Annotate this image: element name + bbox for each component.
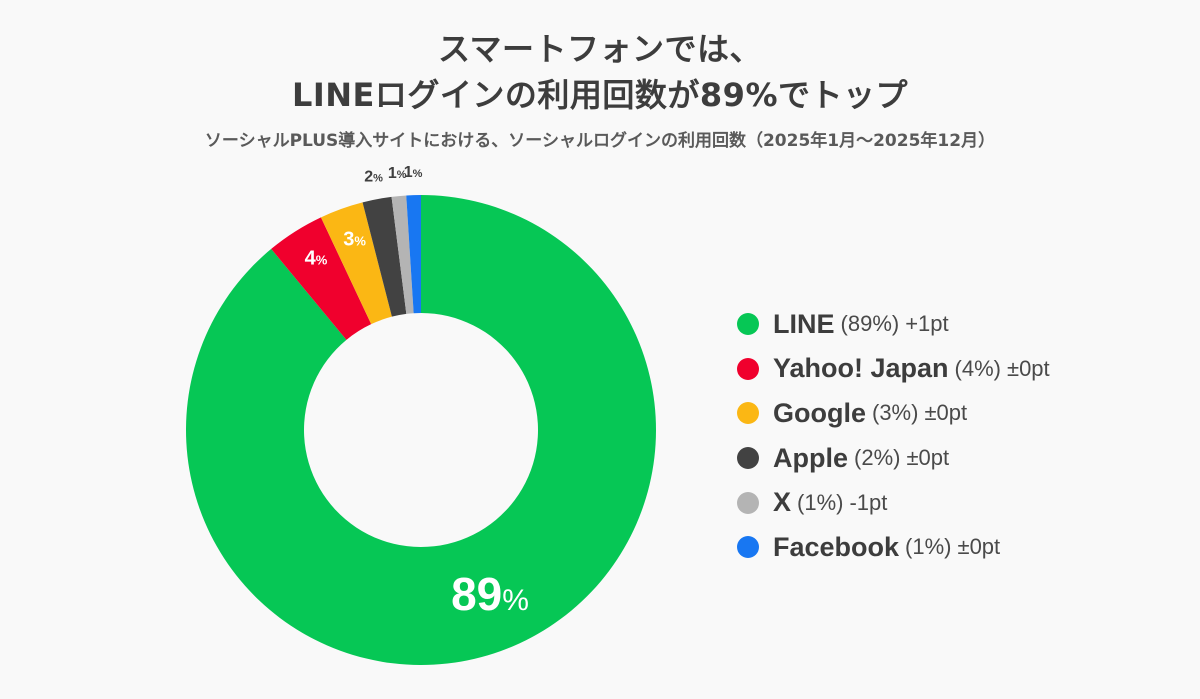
slice-label: 1% [404,164,423,181]
slice-label: 1% [388,165,407,182]
legend-name: Google [773,397,866,428]
donut-slice-google [320,202,392,325]
legend-delta: -1pt [849,489,888,515]
legend-delta: ±0pt [906,445,950,471]
donut-slice-yahoo-japan [271,217,372,340]
chart-legend: LINE (89%) +1pt Yahoo! Japan (4%) ±0pt G… [737,302,1050,570]
legend-item-yahoo-japan: Yahoo! Japan (4%) ±0pt [737,347,1050,392]
donut-slice-x [391,195,414,314]
legend-delta: ±0pt [957,534,1001,560]
legend-dot-icon [737,536,759,559]
legend-dot-icon [737,491,759,514]
slice-label: 89% [451,568,529,620]
legend-percent: (3%) [872,400,919,426]
chart-subtitle: ソーシャルPLUS導入サイトにおける、ソーシャルログインの利用回数（2025年1… [204,131,996,151]
legend-item-apple: Apple (2%) ±0pt [737,436,1050,481]
legend-name: Facebook [773,531,900,562]
chart-title: スマートフォンでは、 LINEログインの利用回数が89%でトップ [0,26,1200,118]
legend-dot-icon [737,357,759,380]
legend-delta: ±0pt [1007,355,1050,381]
legend-dot-icon [737,402,759,425]
legend-item-google: Google (3%) ±0pt [737,391,1050,436]
legend-dot-icon [737,313,759,336]
legend-delta: +1pt [905,311,949,337]
legend-name: Apple [773,442,849,473]
legend-delta: ±0pt [924,400,968,426]
legend-percent: (4%) [954,355,1001,381]
legend-name: LINE [773,308,835,339]
donut-slice-line [186,195,657,666]
legend-percent: (1%) [797,489,844,515]
legend-percent: (1%) [905,534,952,560]
legend-name: X [773,487,792,518]
slice-label: 4% [305,248,328,270]
chart-title-line2: LINEログインの利用回数が89%でトップ [291,76,909,114]
legend-item-x: X (1%) -1pt [737,480,1050,525]
slice-label: 2% [364,168,383,185]
legend-percent: (2%) [854,445,901,471]
chart-title-line1: スマートフォンでは、 [437,30,763,68]
slice-label: 3% [343,229,366,251]
donut-slice-apple [362,196,407,317]
legend-name: Yahoo! Japan [773,353,949,384]
legend-percent: (89%) [840,311,900,337]
legend-item-facebook: Facebook (1%) ±0pt [737,525,1050,570]
donut-slice-facebook [406,195,421,314]
legend-dot-icon [737,447,759,470]
legend-item-line: LINE (89%) +1pt [737,302,1050,347]
